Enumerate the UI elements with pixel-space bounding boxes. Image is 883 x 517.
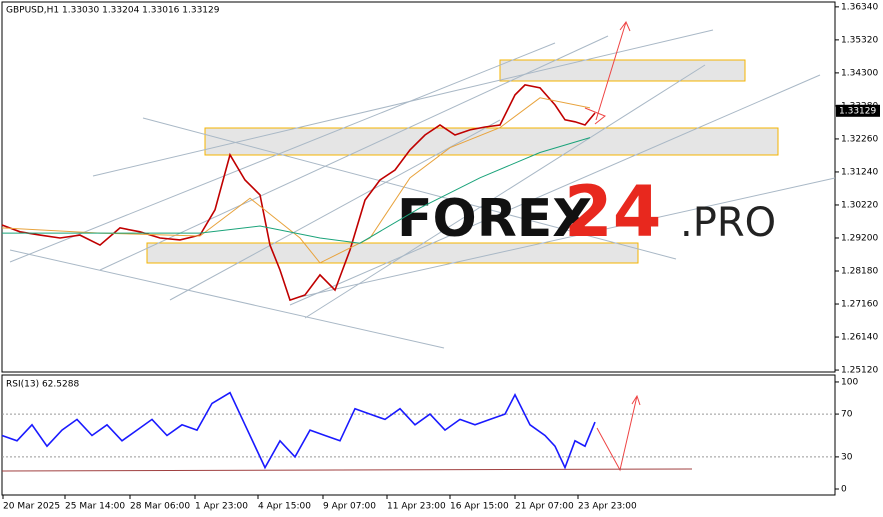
rsi-support-line (1, 468, 693, 472)
y-tick-label: 1.31240 (841, 167, 878, 177)
trend-line (142, 117, 677, 260)
y-tick-label: 70 (841, 410, 853, 420)
trend-line (299, 177, 836, 298)
trend-line (289, 74, 821, 306)
y-tick-label: 100 (841, 377, 858, 387)
y-tick-label: 1.35320 (841, 35, 878, 45)
series-line (1, 97, 591, 264)
trend-line (169, 119, 501, 301)
trend-lines (9, 29, 836, 349)
arrow-head (631, 394, 641, 406)
x-tick-label: 4 Apr 15:00 (258, 502, 311, 512)
watermark-suffix: .PRO (680, 200, 776, 246)
y-tick-label: 1.36340 (841, 2, 878, 12)
forecast-arrows (1, 21, 693, 472)
zone (499, 59, 746, 82)
y-tick-label: 30 (841, 452, 853, 462)
x-tick-label: 16 Apr 15:00 (450, 502, 509, 512)
arrow (595, 21, 627, 121)
series-line (1, 84, 596, 302)
y-tick-label: 1.29200 (841, 233, 878, 243)
watermark: FOREX 24 .PRO (397, 171, 776, 253)
x-tick-label: 28 Mar 06:00 (130, 502, 190, 512)
zone (204, 127, 779, 156)
y-tick-label: 0 (841, 485, 847, 495)
y-tick-label: 1.34300 (841, 68, 878, 78)
x-tick-label: 21 Apr 07:00 (515, 502, 574, 512)
arrow (596, 395, 638, 472)
rsi-title: RSI(13) 62.5288 (6, 380, 79, 390)
trend-line (92, 29, 714, 177)
y-tick-label: 1.30220 (841, 200, 878, 210)
x-tick-label: 23 Apr 23:00 (578, 502, 637, 512)
last-price-label: 1.33129 (839, 106, 876, 116)
y-tick-label: 1.25120 (841, 366, 878, 376)
trend-line (304, 64, 706, 319)
x-tick-label: 1 Apr 23:00 (195, 502, 248, 512)
rsi-panel (1, 374, 836, 496)
last-price-box (836, 104, 880, 117)
trend-line (99, 35, 609, 271)
trend-line (9, 42, 556, 263)
y-tick-label: 1.32260 (841, 134, 878, 144)
price-title: GBPUSD,H1 1.33030 1.33204 1.33016 1.3312… (6, 6, 220, 16)
arrow-head (619, 21, 631, 32)
x-tick-label: 11 Apr 23:00 (387, 502, 446, 512)
series-line (1, 391, 596, 470)
watermark-number: 24 (564, 171, 661, 253)
watermark-main: FOREX (397, 189, 592, 249)
y-tick-label: 1.26140 (841, 333, 878, 343)
x-tick-label: 20 Mar 2025 (3, 502, 60, 512)
price-panel (1, 1, 836, 373)
x-tick-label: 25 Mar 14:00 (65, 502, 125, 512)
trend-line (9, 249, 445, 349)
y-tick-label: 1.27160 (841, 300, 878, 310)
series-line (2, 137, 591, 244)
y-tick-label: 1.28180 (841, 267, 878, 277)
x-tick-label: 9 Apr 07:00 (323, 502, 376, 512)
arrow (584, 107, 606, 125)
